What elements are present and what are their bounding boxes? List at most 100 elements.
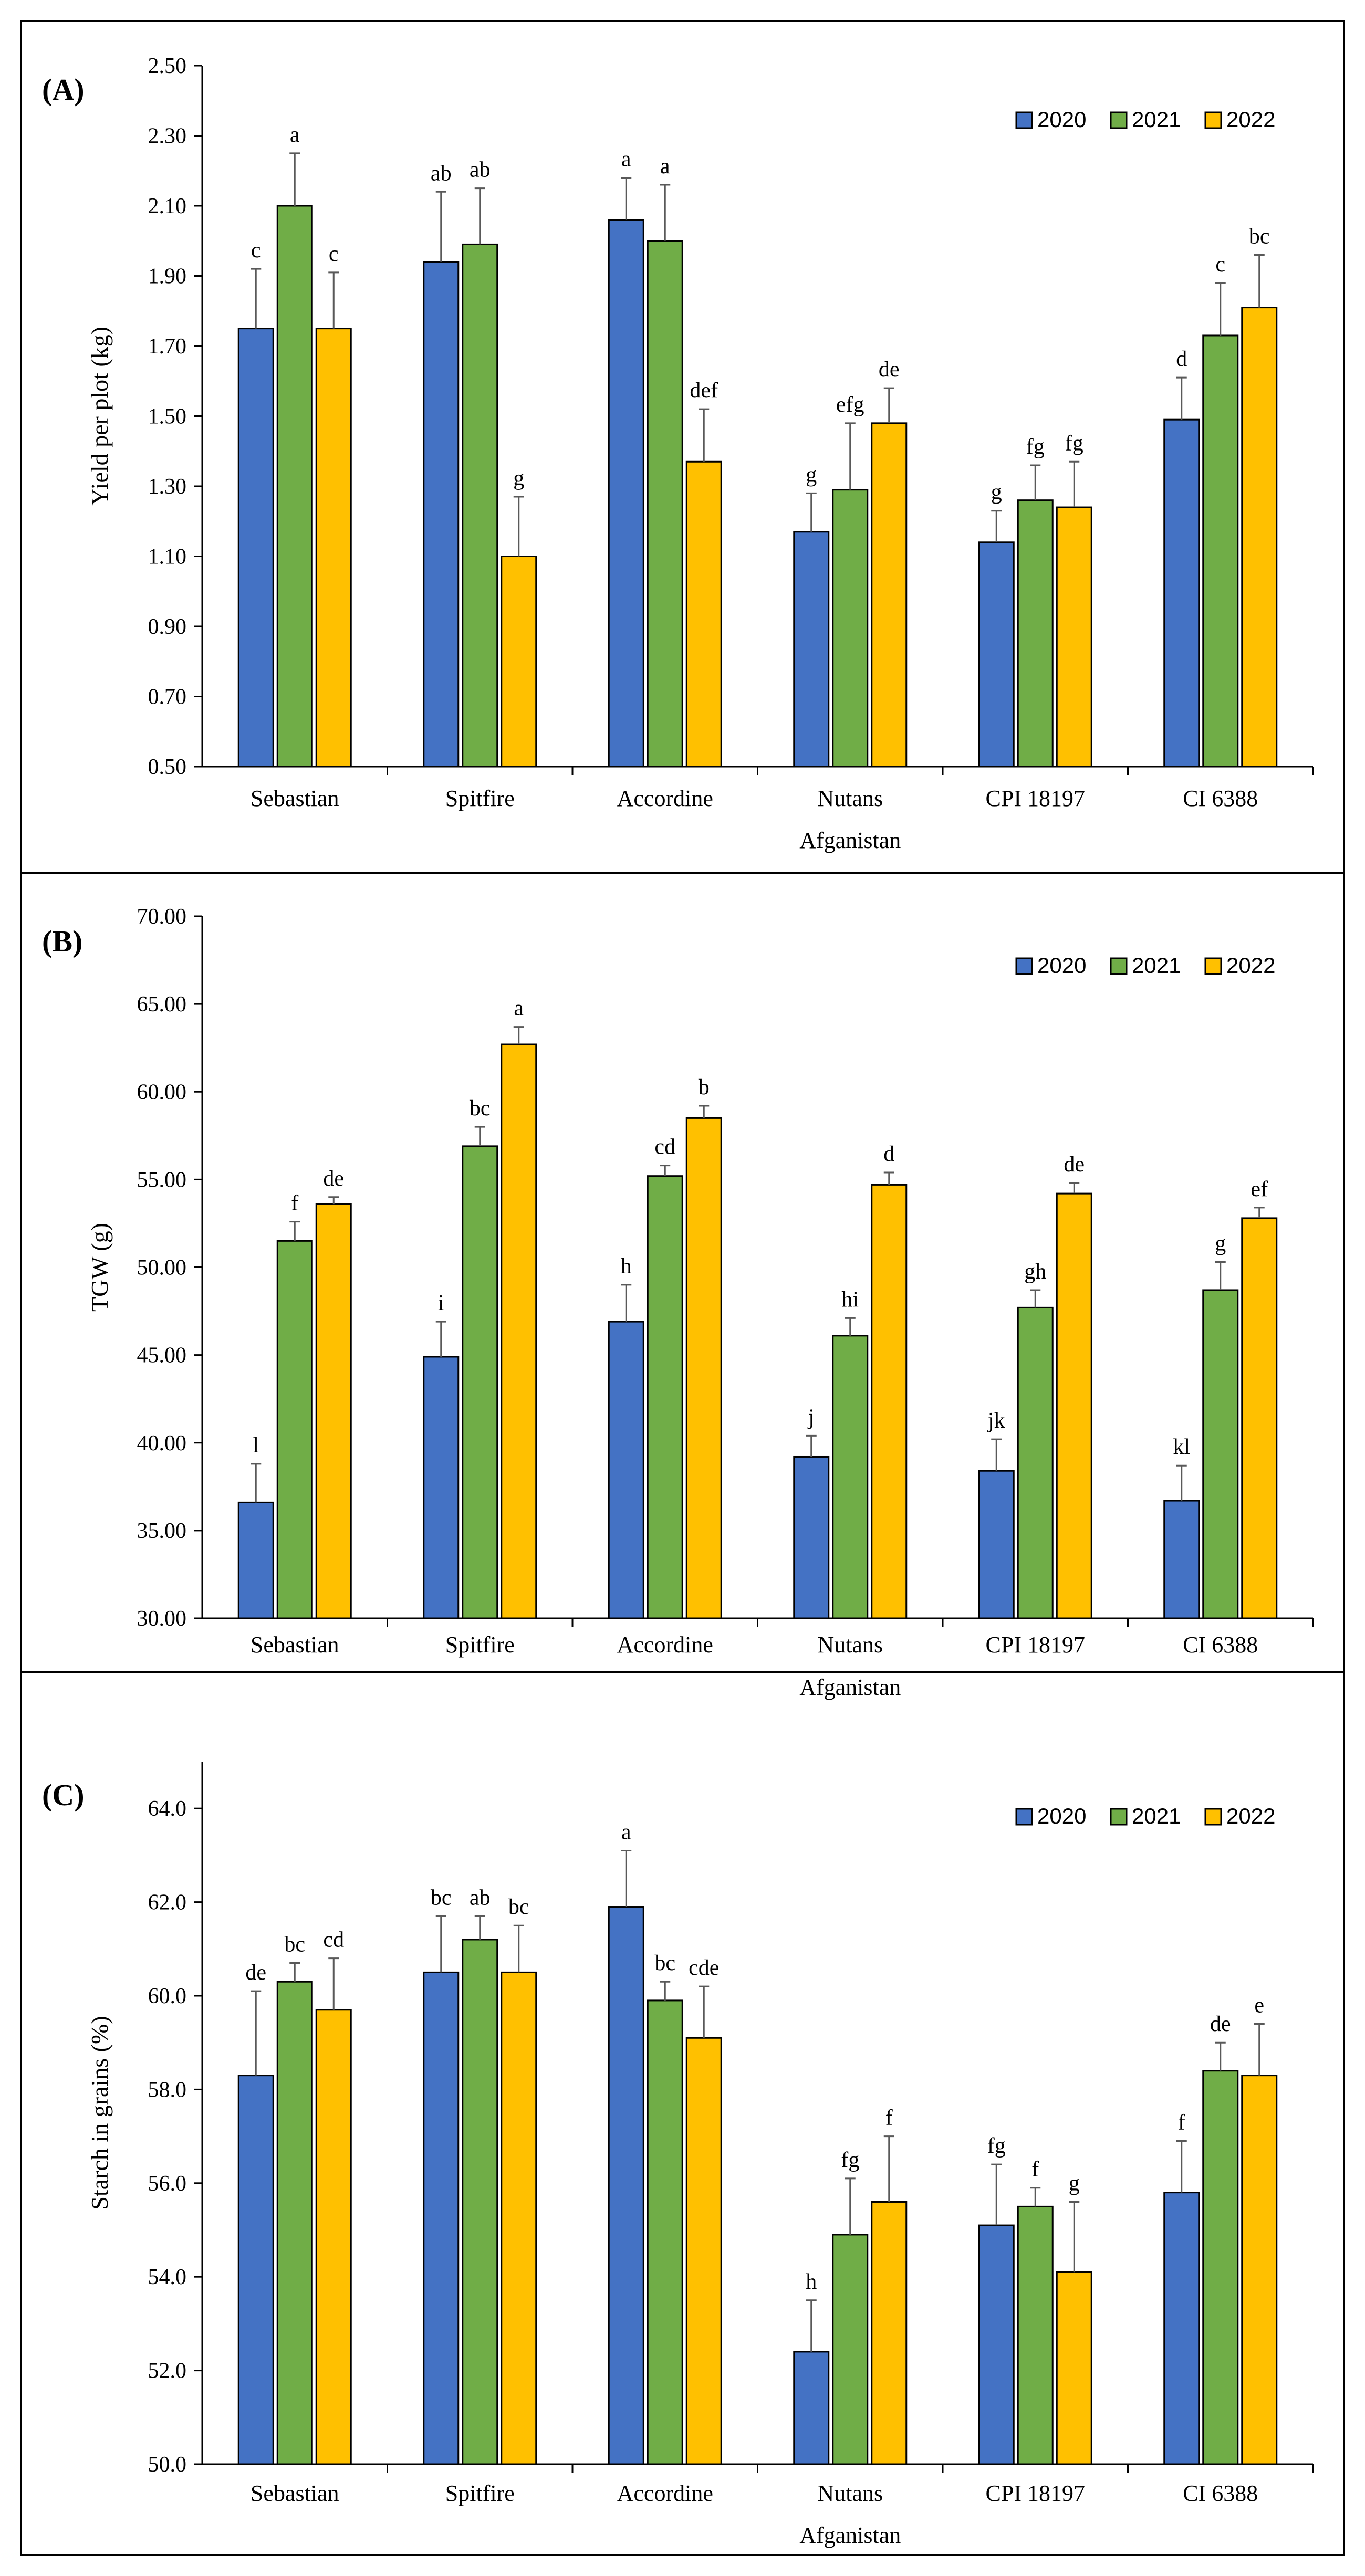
y-tick-label: 30.00 xyxy=(137,1607,187,1631)
bar-2021 xyxy=(832,1335,869,1619)
significance-letter: f xyxy=(885,2106,893,2130)
y-tick-label: 1.30 xyxy=(148,475,187,499)
significance-letter: f xyxy=(1178,2111,1185,2135)
x-tick-label: Sebastian xyxy=(251,2480,339,2506)
y-tick-label: 56.0 xyxy=(148,2172,187,2196)
y-tick-label: 1.90 xyxy=(148,265,187,289)
significance-letter: ab xyxy=(470,1886,491,1910)
y-tick-label: 35.00 xyxy=(137,1519,187,1543)
bar-2021 xyxy=(276,205,313,768)
legend-swatch-2021 xyxy=(1110,1808,1128,1826)
panel-label: (B) xyxy=(42,924,82,958)
x-tick-label: Nutans xyxy=(817,2480,883,2506)
panel-label: (C) xyxy=(42,1778,85,1812)
significance-letter: fg xyxy=(987,2134,1006,2158)
bar-2022 xyxy=(315,1203,352,1619)
y-tick-label: 58.0 xyxy=(148,2078,187,2102)
significance-letter: a xyxy=(290,123,300,147)
y-tick-label: 65.00 xyxy=(137,992,187,1017)
bar-2020 xyxy=(423,1971,460,2465)
bar-2022 xyxy=(1241,2075,1278,2465)
x-tick-label: Accordine xyxy=(617,786,713,811)
bar-2020 xyxy=(237,328,274,768)
bar-2021 xyxy=(1017,2205,1054,2465)
bar-2020 xyxy=(237,2075,274,2465)
significance-letter: def xyxy=(690,379,718,403)
legend-swatch-2020 xyxy=(1015,111,1033,129)
bar-2022 xyxy=(501,1971,537,2465)
bar-2020 xyxy=(608,1321,644,1619)
legend-label-2020: 2020 xyxy=(1037,107,1086,132)
y-tick-label: 64.0 xyxy=(148,1797,187,1821)
significance-letter: a xyxy=(621,148,631,172)
significance-letter: de xyxy=(1210,2012,1231,2036)
x-tick-label: Accordine xyxy=(617,2480,713,2506)
y-tick-label: 54.0 xyxy=(148,2265,187,2289)
bar-2020 xyxy=(793,2351,830,2465)
x-tick-label: CPI 18197 xyxy=(986,1632,1085,1658)
legend-label-2022: 2022 xyxy=(1226,107,1275,132)
significance-letter: fg xyxy=(1026,435,1045,459)
significance-letter: d xyxy=(1176,347,1187,371)
bar-2020 xyxy=(978,541,1015,768)
significance-letter: h xyxy=(621,1254,632,1279)
significance-letter: ab xyxy=(470,158,491,182)
legend-swatch-2021 xyxy=(1110,111,1128,129)
significance-letter: bc xyxy=(284,1933,305,1957)
bar-2021 xyxy=(276,1981,313,2465)
y-tick-label: 60.0 xyxy=(148,1984,187,2008)
bar-2022 xyxy=(871,2201,908,2465)
x-tick-label: Accordine xyxy=(617,1632,713,1658)
x-tick-label: CI 6388 xyxy=(1183,1632,1258,1658)
y-axis-title: Starch in grains (%) xyxy=(86,2016,113,2210)
significance-letter: j xyxy=(807,1405,815,1429)
bar-2022 xyxy=(871,422,908,768)
y-tick-label: 0.90 xyxy=(148,615,187,639)
bar-2021 xyxy=(647,1175,683,1619)
bar-2020 xyxy=(978,2224,1015,2465)
legend-swatch-2022 xyxy=(1204,111,1222,129)
x-tick-label: Nutans xyxy=(817,786,883,811)
bar-2021 xyxy=(1017,499,1054,768)
y-tick-label: 45.00 xyxy=(137,1344,187,1368)
significance-letter: d xyxy=(883,1142,894,1166)
bar-2022 xyxy=(1241,307,1278,768)
significance-letter: cde xyxy=(689,1956,719,1980)
y-tick-label: 70.00 xyxy=(137,905,187,929)
y-axis-title: TGW (g) xyxy=(86,1223,113,1312)
bar-2021 xyxy=(1202,1289,1239,1619)
y-tick-label: 55.00 xyxy=(137,1168,187,1192)
chart-panel-3: 50.0 52.0 54.0 56.0 58.0 60.0 62.0 64.0 Starch i… xyxy=(20,1671,1345,2556)
bar-2022 xyxy=(501,556,537,768)
bar-2021 xyxy=(832,489,869,768)
bar-2022 xyxy=(315,2009,352,2465)
significance-letter: de xyxy=(245,1961,266,1985)
bar-2020 xyxy=(423,1356,460,1619)
legend-swatch-2020 xyxy=(1015,957,1033,975)
y-tick-label: 1.50 xyxy=(148,405,187,429)
significance-letter: c xyxy=(251,238,261,263)
bar-2020 xyxy=(1163,418,1200,768)
significance-letter: g xyxy=(1215,1231,1226,1255)
y-tick-label: 2.10 xyxy=(148,194,187,218)
bar-2021 xyxy=(462,243,498,768)
bar-2020 xyxy=(608,1906,644,2465)
bar-2022 xyxy=(871,1184,908,1619)
significance-letter: jk xyxy=(987,1409,1005,1433)
legend-label-2022: 2022 xyxy=(1226,953,1275,978)
significance-letter: cd xyxy=(323,1928,344,1952)
y-tick-label: 2.50 xyxy=(148,54,187,78)
bar-2020 xyxy=(237,1501,274,1619)
significance-letter: hi xyxy=(841,1287,859,1312)
legend-label-2020: 2020 xyxy=(1037,953,1086,978)
bar-2022 xyxy=(1241,1217,1278,1619)
significance-letter: ef xyxy=(1251,1177,1268,1201)
x-tick-label: Sebastian xyxy=(251,1632,339,1658)
y-tick-label: 40.00 xyxy=(137,1431,187,1455)
significance-letter: f xyxy=(1031,2158,1039,2182)
significance-letter: efg xyxy=(836,393,864,417)
legend-label-2020: 2020 xyxy=(1037,1804,1086,1828)
significance-letter: a xyxy=(621,1820,631,1844)
significance-letter: kl xyxy=(1173,1435,1190,1459)
